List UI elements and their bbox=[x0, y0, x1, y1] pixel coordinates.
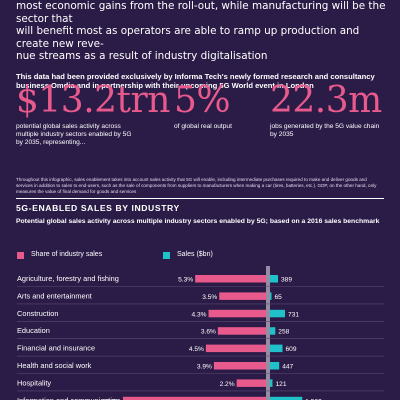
sales-value-label: 1,569 bbox=[305, 398, 322, 400]
sales-bar bbox=[270, 327, 276, 335]
share-bar bbox=[219, 292, 266, 300]
category-label: Health and social work bbox=[17, 361, 92, 370]
share-bar bbox=[213, 362, 266, 370]
category-label: Financial and insurance bbox=[17, 344, 95, 353]
share-value-label: 4.5% bbox=[189, 346, 204, 353]
category-label: Construction bbox=[17, 309, 59, 318]
sales-value-label: 65 bbox=[275, 294, 283, 301]
share-bar bbox=[217, 327, 266, 335]
sales-value-label: 389 bbox=[281, 277, 292, 284]
legend-swatch-sales bbox=[163, 252, 170, 259]
share-bar bbox=[205, 344, 266, 353]
intro-line: nue streams as a result of industry digi… bbox=[16, 50, 268, 62]
sales-value-label: 447 bbox=[282, 364, 293, 371]
intro-paragraph: most economic gains from the roll-out, w… bbox=[16, 0, 386, 63]
category-label: Agriculture, forestry and fishing bbox=[17, 274, 119, 283]
legend-label: Sales ($bn) bbox=[177, 251, 213, 258]
intro-line: most economic gains from the roll-out, w… bbox=[16, 0, 386, 25]
sales-value-label: 258 bbox=[278, 329, 289, 336]
sales-value-label: 731 bbox=[288, 311, 299, 318]
stat-value: 5% bbox=[174, 80, 231, 121]
category-label: Information and communication bbox=[17, 396, 120, 400]
sales-bar bbox=[270, 362, 280, 370]
share-bar bbox=[208, 309, 266, 318]
share-bar bbox=[195, 275, 266, 283]
intro-block: most economic gains from the roll-out, w… bbox=[16, 0, 386, 90]
share-bar bbox=[123, 396, 266, 400]
share-value-label: 4.3% bbox=[192, 311, 207, 318]
sales-bar bbox=[270, 344, 283, 353]
stat-description: potential global sales activity across m… bbox=[16, 123, 132, 147]
sales-value-label: 609 bbox=[286, 346, 297, 353]
legend-label: Share of industry sales bbox=[31, 251, 103, 258]
sales-bar bbox=[270, 396, 303, 400]
category-label: Hospitality bbox=[17, 378, 51, 387]
sales-bar bbox=[270, 309, 286, 318]
intro-note: This data had been provided exclusively … bbox=[16, 71, 375, 90]
footnote: Throughout this infographic, sales enabl… bbox=[16, 177, 377, 194]
sales-value-label: 121 bbox=[275, 381, 286, 388]
share-value-label: 5.3% bbox=[178, 277, 193, 284]
share-value-label: 10.7% bbox=[102, 398, 121, 400]
sales-bar bbox=[270, 292, 272, 300]
share-value-label: 2.2% bbox=[220, 381, 235, 388]
share-bar bbox=[236, 379, 266, 387]
stat-description: jobs generated by the 5G value chain by … bbox=[270, 123, 380, 139]
category-label: Arts and entertainment bbox=[17, 291, 92, 300]
legend-swatch-share bbox=[17, 252, 24, 259]
stat-description: of global real output bbox=[174, 123, 232, 130]
category-label: Education bbox=[17, 326, 50, 335]
section-title: 5G-ENABLED SALES BY INDUSTRY bbox=[16, 203, 180, 213]
share-value-label: 3.9% bbox=[197, 364, 212, 371]
section-divider bbox=[16, 198, 384, 199]
sales-bar bbox=[270, 275, 278, 283]
legend-sales: Sales ($bn) bbox=[163, 251, 263, 262]
share-value-label: 3.5% bbox=[202, 294, 217, 301]
stat-value: 22.3m bbox=[270, 80, 382, 121]
stat-output: 5% of global real output bbox=[174, 82, 254, 131]
section-subtitle: Potential global sales activity across m… bbox=[16, 218, 380, 225]
share-value-label: 3.6% bbox=[201, 329, 216, 336]
legend-share: Share of industry sales bbox=[17, 251, 167, 262]
intro-line: will benefit most as operators are able … bbox=[16, 25, 360, 50]
stat-jobs: 22.3m jobs generated by the 5G value cha… bbox=[270, 82, 386, 139]
sales-bar bbox=[270, 379, 273, 387]
stats-row: $13.2trn potential global sales activity… bbox=[16, 82, 386, 162]
